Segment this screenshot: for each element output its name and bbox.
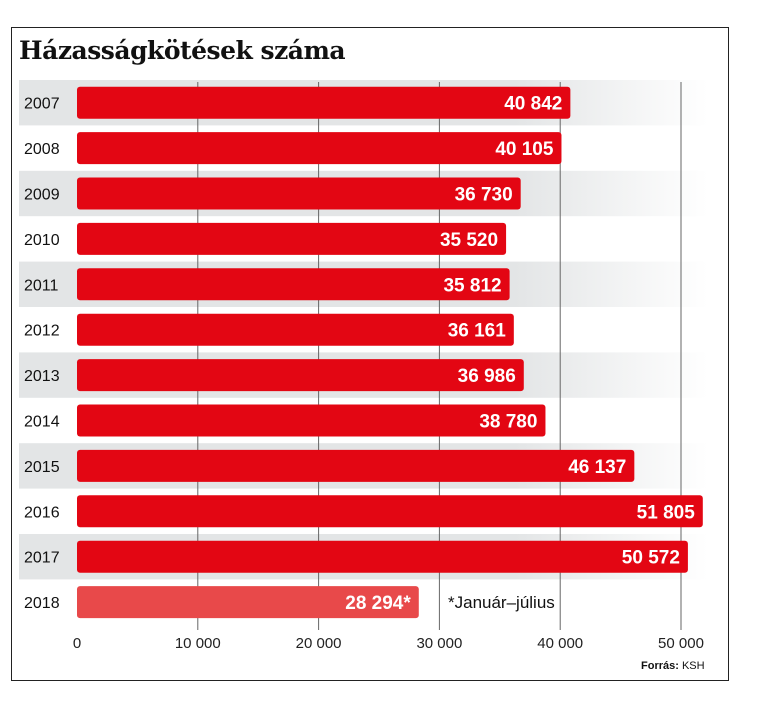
- bar: [77, 404, 546, 437]
- bar: [77, 86, 571, 119]
- x-tick-label: 40 000: [537, 635, 583, 652]
- bar: [77, 540, 688, 573]
- data-label: 35 812: [443, 275, 501, 296]
- data-label: 36 161: [448, 321, 507, 342]
- category-label: 2008: [24, 141, 60, 158]
- data-label: 46 137: [568, 457, 626, 478]
- category-label: 2010: [24, 232, 60, 249]
- x-tick-label: 0: [73, 635, 81, 652]
- category-label: 2014: [24, 414, 60, 431]
- bar: [77, 268, 510, 301]
- x-tick-label: 30 000: [416, 635, 462, 652]
- category-label: 2012: [24, 323, 60, 340]
- category-label: 2018: [24, 595, 60, 612]
- bar: [77, 177, 521, 210]
- data-label: 38 780: [479, 412, 537, 433]
- category-label: 2015: [24, 459, 60, 476]
- bar: [77, 586, 419, 619]
- data-label: 40 842: [504, 94, 562, 115]
- data-label: 40 105: [495, 139, 554, 160]
- x-tick-label: 20 000: [296, 635, 342, 652]
- category-label: 2017: [24, 550, 60, 567]
- footnote: *Január–július: [448, 593, 555, 612]
- category-label: 2011: [24, 277, 59, 294]
- data-label: 35 520: [440, 230, 498, 251]
- bar: [77, 132, 562, 165]
- data-label: 28 294*: [345, 593, 411, 614]
- data-label: 51 805: [637, 502, 696, 523]
- x-tick-label: 50 000: [658, 635, 704, 652]
- bar: [77, 449, 635, 482]
- category-label: 2016: [24, 504, 60, 521]
- bar: [77, 495, 703, 528]
- source-value: KSH: [681, 660, 705, 672]
- category-label: 2007: [24, 96, 60, 113]
- data-label: 36 986: [458, 366, 516, 387]
- chart-title: Házasságkötések száma: [19, 36, 346, 65]
- source-credit: Forrás: KSH: [641, 660, 705, 672]
- bar: [77, 222, 507, 255]
- category-label: 2009: [24, 187, 60, 204]
- data-label: 36 730: [455, 185, 513, 206]
- bar: [77, 359, 524, 392]
- source-label: Forrás:: [641, 660, 679, 672]
- category-label: 2013: [24, 368, 60, 385]
- x-tick-label: 10 000: [175, 635, 221, 652]
- bar: [77, 313, 514, 346]
- chart-frame: [11, 27, 729, 681]
- data-label: 50 572: [622, 548, 680, 569]
